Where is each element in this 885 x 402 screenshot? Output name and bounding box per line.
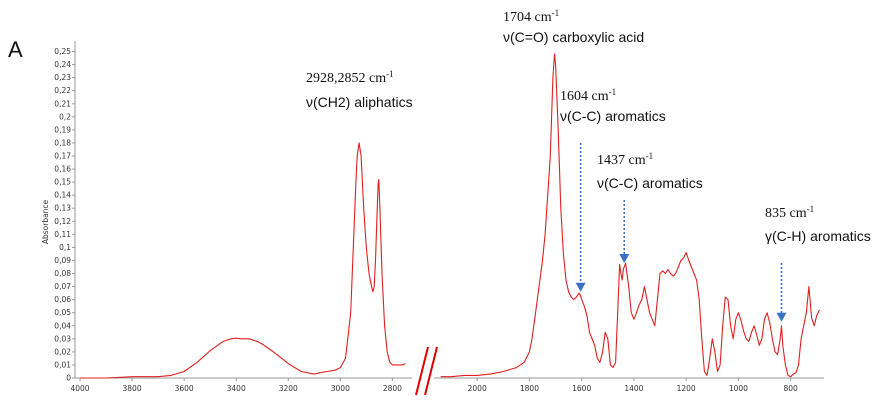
- spectrum-line-right: [440, 53, 820, 378]
- y-tick-label: 0,14: [54, 191, 71, 200]
- y-tick-label: 0,23: [54, 73, 71, 82]
- axis-break-mark: [424, 346, 438, 396]
- peak-annotations: 2928,2852 cm-1 ν(CH2) aliphatics 1704 cm-1…: [306, 8, 871, 244]
- y-tick-label: 0,07: [54, 282, 71, 291]
- x-tick-label: 1600: [572, 384, 591, 393]
- y-tick-label: 0,02: [54, 347, 71, 356]
- x-tick-label: 800: [783, 384, 798, 393]
- y-tick-label: 0,08: [54, 269, 71, 278]
- x-tick-label: 3000: [331, 384, 350, 393]
- y-tick-label: 0,1: [59, 243, 71, 252]
- y-tick-label: 0,19: [54, 125, 71, 134]
- y-tick-label: 0,09: [54, 256, 71, 265]
- y-tick-label: 0,11: [54, 230, 71, 239]
- chart-axes: [74, 41, 824, 379]
- y-tick-label: 0,16: [54, 165, 71, 174]
- y-tick-label: 0,01: [54, 360, 71, 369]
- chart-labels: A Absorbance: [8, 37, 50, 244]
- y-tick-label: 0,2: [59, 112, 71, 121]
- x-tick-label: 2000: [468, 384, 487, 393]
- annotation-arrow-head: [619, 254, 630, 263]
- x-tick-label: 1800: [520, 384, 539, 393]
- annotation-wavenumber: 1437 cm-1: [597, 151, 653, 168]
- x-tick-label: 1400: [624, 384, 643, 393]
- x-tick-label: 3800: [123, 384, 142, 393]
- annotation-wavenumber: 1604 cm-1: [560, 87, 616, 104]
- annotation-assignment: ν(CH2) aliphatics: [306, 94, 413, 110]
- x-tick-label: 3400: [227, 384, 246, 393]
- annotation-arrow-head: [776, 312, 787, 322]
- x-tick-label: 2800: [383, 384, 402, 393]
- spectrum-lines: [80, 53, 820, 379]
- annotation-assignment: ν(C=O) carboxylic acid: [503, 29, 644, 45]
- y-axis-ticks: 0 0,01 0,02 0,03 0,04 0,05 0,06 0,07 0,08 0,09 0,1…: [54, 47, 75, 383]
- x-tick-label: 3200: [279, 384, 298, 393]
- axis-break-marks: [415, 346, 438, 396]
- x-tick-label: 1000: [729, 384, 748, 393]
- x-tick-label: 3600: [175, 384, 194, 393]
- y-tick-label: 0,25: [54, 47, 71, 56]
- y-axis-label: Absorbance: [41, 199, 50, 244]
- x-axis-ticks: 4000 3800 3600 3400 3200 3000 2800 2000 1800 1600…: [70, 378, 798, 393]
- annotation-wavenumber: 1704 cm-1: [503, 8, 559, 25]
- annotation-assignment: γ(C-H) aromatics: [765, 228, 871, 244]
- y-tick-label: 0,18: [54, 138, 71, 147]
- x-tick-label: 1200: [677, 384, 696, 393]
- y-tick-label: 0,17: [54, 152, 71, 161]
- y-tick-label: 0,24: [54, 60, 71, 69]
- y-tick-label: 0,05: [54, 308, 71, 317]
- y-tick-label: 0,03: [54, 334, 71, 343]
- y-tick-label: 0,06: [54, 295, 71, 304]
- annotation-arrows: [575, 143, 787, 322]
- y-tick-label: 0,04: [54, 321, 71, 330]
- y-tick-label: 0,12: [54, 217, 71, 226]
- panel-label: A: [8, 37, 23, 62]
- annotation-assignment: ν(C-C) aromatics: [560, 108, 666, 124]
- y-tick-label: 0,22: [54, 86, 71, 95]
- axis-break-mark: [415, 346, 429, 396]
- annotation-wavenumber: 835 cm-1: [765, 204, 814, 221]
- spectrum-line-left: [80, 142, 406, 379]
- annotation-wavenumber: 2928,2852 cm-1: [306, 69, 394, 86]
- x-tick-label: 4000: [70, 384, 89, 393]
- y-tick-label: 0,21: [54, 99, 71, 108]
- y-tick-label: 0,13: [54, 204, 71, 213]
- y-tick-label: 0: [66, 374, 71, 383]
- y-tick-label: 0,15: [54, 178, 71, 187]
- annotation-assignment: ν(C-C) aromatics: [597, 175, 703, 191]
- annotation-arrow-head: [575, 282, 586, 292]
